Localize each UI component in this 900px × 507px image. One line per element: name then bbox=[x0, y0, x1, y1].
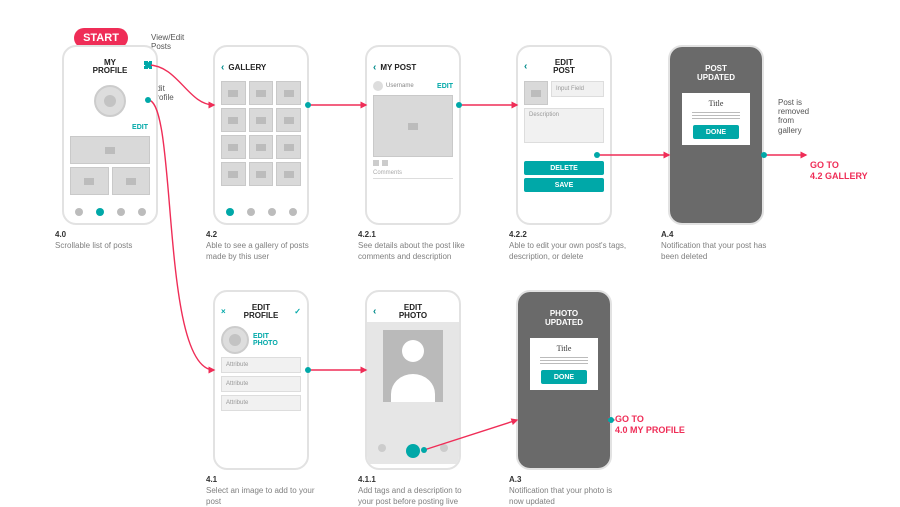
grid-icon[interactable] bbox=[144, 61, 152, 69]
avatar-mini bbox=[373, 81, 383, 91]
screen-my-post: ‹MY POST Username EDIT Comments bbox=[365, 45, 461, 225]
edit-post-link[interactable]: EDIT bbox=[437, 83, 453, 90]
modal-title: Title bbox=[688, 99, 744, 108]
comments-label: Comments bbox=[373, 170, 453, 176]
modal: Title DONE bbox=[530, 338, 598, 390]
screen-my-profile: MYPROFILE EDIT bbox=[62, 45, 158, 225]
back-icon[interactable]: ‹ bbox=[221, 62, 224, 73]
goto-profile: GO TO4.0 MY PROFILE bbox=[615, 414, 685, 436]
gallery-tile[interactable] bbox=[276, 108, 301, 132]
flow-canvas: START View/EditPosts EditProfile Post is… bbox=[0, 0, 900, 500]
header-edit-post: ‹ EDITPOST bbox=[518, 57, 610, 77]
delete-button[interactable]: DELETE bbox=[524, 161, 604, 175]
gallery-tile[interactable] bbox=[221, 81, 246, 105]
caption-4-2: 4.2Able to see a gallery of posts made b… bbox=[206, 230, 326, 262]
close-icon[interactable]: × bbox=[221, 308, 226, 316]
goto-gallery: GO TO4.2 GALLERY bbox=[810, 160, 868, 182]
header-my-post: ‹MY POST bbox=[367, 57, 459, 77]
attribute-field[interactable]: Attribute bbox=[221, 376, 301, 392]
tab-bar[interactable] bbox=[219, 205, 303, 219]
screen-edit-profile: × EDITPROFILE ✓ EDITPHOTO Attribute Attr… bbox=[213, 290, 309, 470]
dot bbox=[378, 444, 386, 452]
caption-a-3: A.3Notification that your photo is now u… bbox=[509, 475, 629, 507]
caption-4-0: 4.0Scrollable list of posts bbox=[55, 230, 175, 252]
edit-profile-link[interactable]: EDIT bbox=[132, 124, 148, 131]
done-button[interactable]: DONE bbox=[693, 125, 739, 139]
attribute-field[interactable]: Attribute bbox=[221, 357, 301, 373]
attribute-field[interactable]: Attribute bbox=[221, 395, 301, 411]
screen-edit-photo: ‹ EDITPHOTO bbox=[365, 290, 461, 470]
tab-bar[interactable] bbox=[68, 205, 152, 219]
gallery-tile[interactable] bbox=[276, 81, 301, 105]
caption-a-4: A.4Notification that your post has been … bbox=[661, 230, 781, 262]
post-tile bbox=[70, 136, 150, 164]
header-my-profile: MYPROFILE bbox=[64, 57, 156, 77]
caption-4-2-1: 4.2.1See details about the post like com… bbox=[358, 230, 478, 262]
gallery-tile[interactable] bbox=[249, 135, 274, 159]
back-icon[interactable]: ‹ bbox=[373, 307, 376, 318]
header-edit-profile: × EDITPROFILE ✓ bbox=[215, 302, 307, 322]
avatar bbox=[221, 326, 249, 354]
header-edit-photo: ‹ EDITPHOTO bbox=[367, 302, 459, 322]
username-label: Username bbox=[386, 83, 414, 89]
post-tile bbox=[112, 167, 151, 195]
gallery-tile[interactable] bbox=[276, 135, 301, 159]
caption-4-1: 4.1Select an image to add to your post bbox=[206, 475, 326, 507]
save-button[interactable]: SAVE bbox=[524, 178, 604, 192]
input-field[interactable]: Input Field bbox=[551, 81, 604, 97]
gallery-tile[interactable] bbox=[221, 162, 246, 186]
caption-4-1-1: 4.1.1Add tags and a description to your … bbox=[358, 475, 478, 507]
gallery-tile[interactable] bbox=[249, 162, 274, 186]
dot bbox=[440, 444, 448, 452]
photo-placeholder bbox=[383, 330, 443, 402]
modal-title: Title bbox=[536, 344, 592, 353]
post-image bbox=[373, 95, 453, 157]
back-icon[interactable]: ‹ bbox=[373, 62, 376, 73]
overlay-title: POSTUPDATED bbox=[670, 65, 762, 83]
avatar bbox=[94, 85, 126, 117]
edit-photo-link[interactable]: EDITPHOTO bbox=[253, 333, 278, 347]
thumb bbox=[524, 81, 548, 105]
shutter-button[interactable] bbox=[406, 444, 420, 458]
screen-edit-post: ‹ EDITPOST Input Field Description DELET… bbox=[516, 45, 612, 225]
gallery-tile[interactable] bbox=[276, 162, 301, 186]
check-icon[interactable]: ✓ bbox=[294, 308, 301, 316]
gallery-tile[interactable] bbox=[249, 108, 274, 132]
overlay-title: PHOTOUPDATED bbox=[518, 310, 610, 328]
gallery-tile[interactable] bbox=[249, 81, 274, 105]
gallery-grid bbox=[221, 81, 301, 186]
description-field[interactable]: Description bbox=[524, 108, 604, 143]
screen-gallery: ‹GALLERY bbox=[213, 45, 309, 225]
gallery-tile[interactable] bbox=[221, 135, 246, 159]
annot-post-removed: Post isremovedfromgallery bbox=[778, 98, 809, 135]
annot-view-edit: View/EditPosts bbox=[151, 33, 184, 51]
screen-post-updated: POSTUPDATED Title DONE bbox=[668, 45, 764, 225]
post-tile bbox=[70, 167, 109, 195]
done-button[interactable]: DONE bbox=[541, 370, 587, 384]
back-icon[interactable]: ‹ bbox=[524, 62, 527, 73]
screen-photo-updated: PHOTOUPDATED Title DONE bbox=[516, 290, 612, 470]
header-gallery: ‹GALLERY bbox=[215, 57, 307, 77]
modal: Title DONE bbox=[682, 93, 750, 145]
caption-4-2-2: 4.2.2Able to edit your own post's tags, … bbox=[509, 230, 629, 262]
gallery-tile[interactable] bbox=[221, 108, 246, 132]
